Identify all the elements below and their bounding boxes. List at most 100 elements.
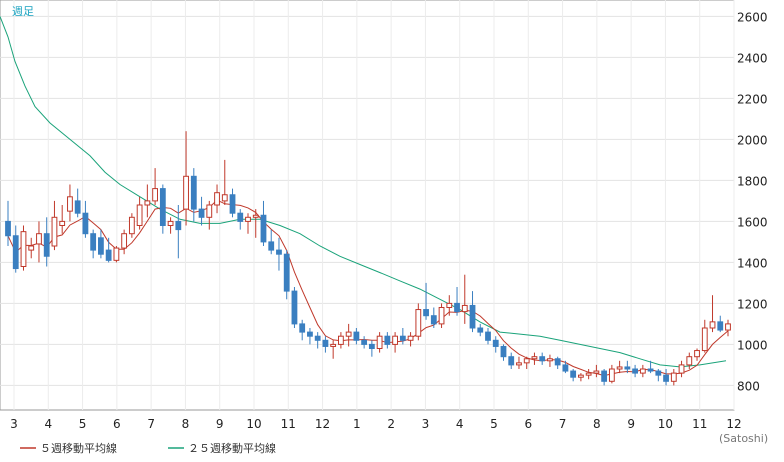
candle-body (562, 364, 569, 372)
candle-body (639, 368, 646, 374)
candle-body (492, 339, 499, 347)
candle-body (314, 335, 321, 341)
candle-body (608, 368, 615, 382)
candle-body (678, 364, 685, 374)
plot-background (0, 0, 735, 411)
candles (5, 131, 731, 386)
candle-body (198, 208, 205, 218)
candle-body (190, 175, 197, 210)
candle-body (384, 335, 391, 345)
x-tick-label: 11 (281, 417, 296, 431)
x-axis: 3 4 5 6 7 8 9 10 11 12 1 2 3 4 5 6 7 8 9 10 11 12 (10, 417, 741, 431)
candle-body (601, 370, 608, 382)
y-tick-label: 1000 (737, 338, 768, 352)
period-label: 週足 (12, 5, 34, 18)
candle-body (214, 192, 220, 206)
candle-body (260, 214, 267, 243)
x-tick-label: 7 (559, 417, 567, 431)
candle-body (167, 220, 174, 226)
candle-body (361, 339, 368, 345)
candle-body (345, 331, 352, 337)
candle-body (121, 233, 128, 249)
candle-body (322, 339, 329, 347)
y-tick-label: 2600 (737, 10, 768, 24)
candle-body (725, 323, 731, 331)
candle-body (237, 212, 244, 222)
candle-body (98, 237, 104, 255)
candle-body (268, 241, 275, 251)
x-tick-label: 9 (216, 417, 224, 431)
candle-body (5, 220, 11, 237)
y-tick-label: 1800 (737, 174, 768, 188)
ma5-line (7, 199, 729, 377)
x-tick-label: 3 (10, 417, 18, 431)
x-tick-label: 8 (182, 417, 190, 431)
x-tick-label: 4 (456, 417, 464, 431)
candle-body (338, 335, 344, 345)
candle-body (283, 253, 290, 292)
candle-body (454, 302, 460, 313)
candle-body (531, 356, 538, 360)
candle-body (655, 370, 662, 376)
candle-body (616, 366, 623, 370)
candle-body (252, 214, 259, 218)
candle-body (508, 356, 515, 366)
candle-body (523, 358, 530, 364)
x-tick-label: 2 (387, 417, 395, 431)
candle-body (90, 233, 97, 251)
candle-body (291, 290, 298, 325)
candle-body (407, 335, 414, 341)
x-tick-label: 12 (726, 417, 741, 431)
candle-body (585, 372, 592, 376)
candle-body (717, 321, 724, 331)
y-tick-label: 1600 (737, 215, 768, 229)
x-tick-label: 8 (593, 417, 601, 431)
candle-body (516, 362, 522, 366)
candle-body (430, 315, 437, 325)
candle-body (415, 309, 422, 337)
candle-body (593, 370, 600, 374)
candle-body (624, 366, 631, 370)
unit-label: (Satoshi) (719, 432, 768, 445)
candle-body (245, 216, 251, 222)
candle-body (670, 372, 677, 382)
candle-body (578, 374, 584, 378)
candle-body (12, 235, 19, 270)
x-tick-label: 10 (246, 417, 261, 431)
candle-body (82, 212, 89, 235)
candle-body (477, 327, 484, 333)
x-tick-label: 7 (147, 417, 155, 431)
candle-body (353, 331, 360, 341)
candle-body (423, 309, 429, 317)
candle-body (539, 356, 546, 362)
candle-body (159, 188, 166, 227)
y-tick-label: 1400 (737, 256, 768, 270)
candle-body (175, 220, 182, 231)
candle-body (694, 350, 700, 358)
ma25-line (0, 16, 727, 368)
legend-ma25-label: ２５週移動平均線 (188, 441, 276, 455)
candle-body (43, 233, 50, 257)
candle-body (20, 231, 27, 267)
candle-body (206, 204, 213, 218)
candle-body (392, 335, 398, 345)
candle-body (128, 216, 135, 235)
candle-body (229, 194, 236, 214)
legend: ５週移動平均線 ２５週移動平均線 (20, 441, 276, 455)
candle-body (547, 358, 553, 362)
candle-body (299, 323, 306, 333)
y-tick-label: 800 (737, 379, 760, 393)
x-tick-label: 10 (658, 417, 673, 431)
candle-body (276, 249, 282, 255)
x-tick-label: 3 (422, 417, 430, 431)
candle-body (469, 304, 476, 329)
candle-body (376, 335, 383, 350)
candle-body (221, 194, 228, 202)
x-tick-label: 12 (315, 417, 330, 431)
candle-body (500, 345, 507, 358)
y-axis: 800 1000 1200 1400 1600 1800 2000 2200 2400 2600 (737, 10, 768, 393)
x-tick-label: 4 (44, 417, 52, 431)
ma5-path (7, 199, 729, 377)
candle-body (330, 343, 337, 347)
